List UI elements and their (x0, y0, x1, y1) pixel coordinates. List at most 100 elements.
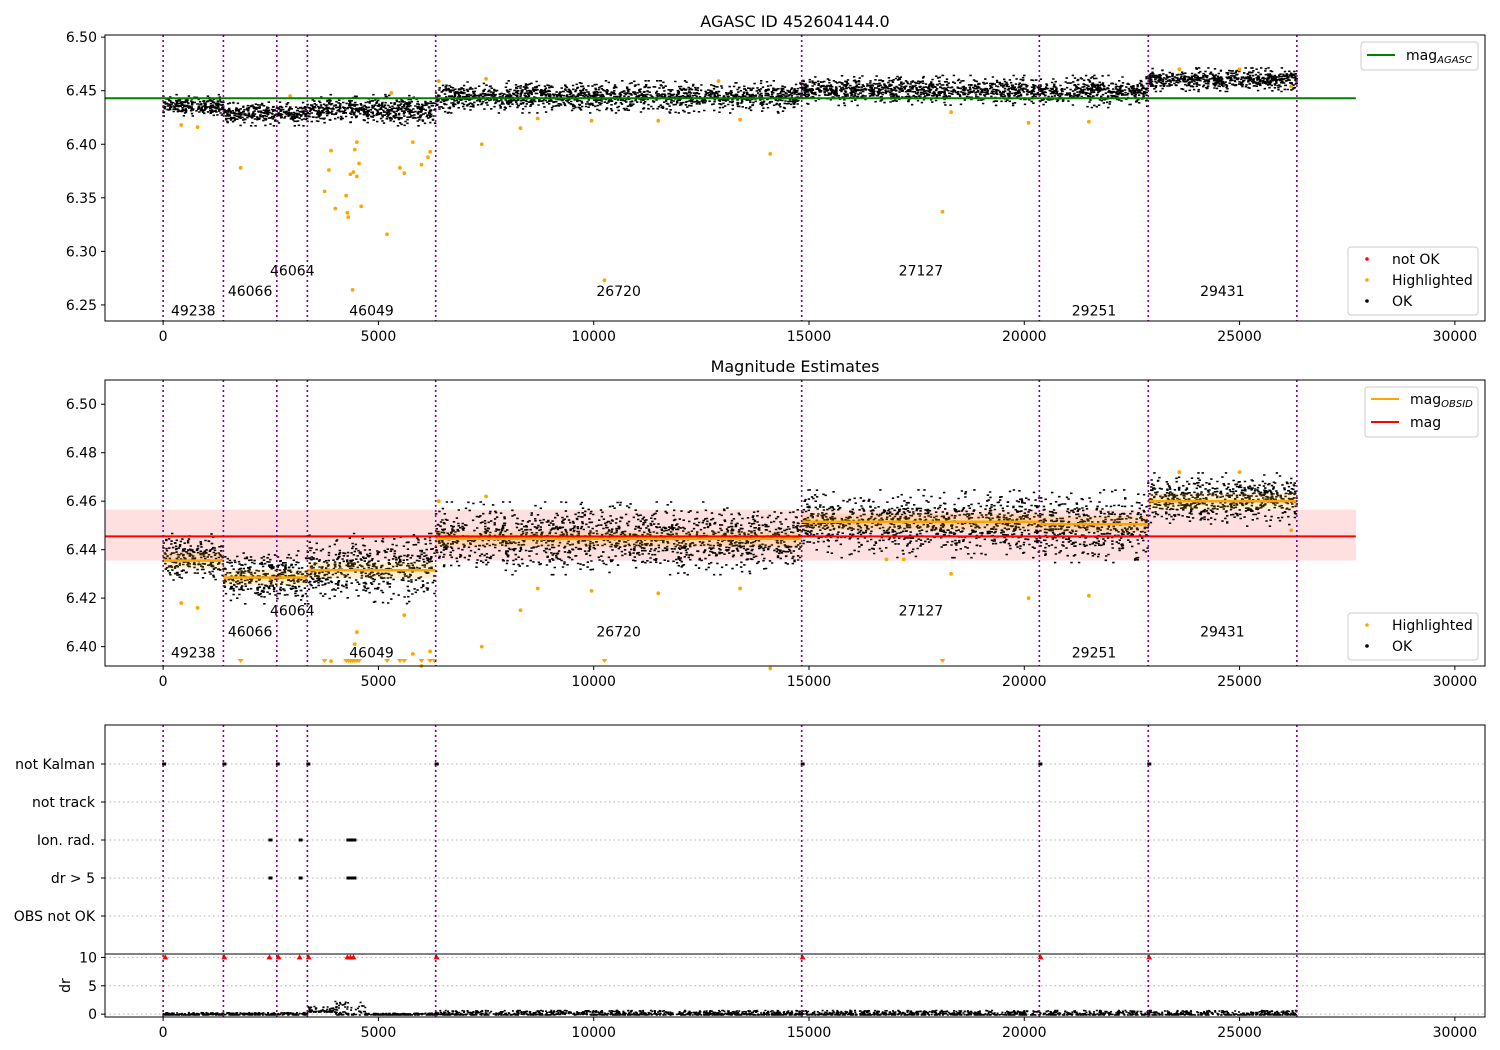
panel1-x-axis: 0 5000 10000 15000 20000 25000 30000 (159, 321, 1477, 345)
ok-points-segment (800, 74, 1041, 107)
dr-clipped-marker (1146, 954, 1153, 960)
obsid-label: 46064 (270, 264, 315, 280)
y-tick-label: 6.40 (66, 640, 97, 656)
highlighted-point (179, 601, 184, 605)
panel2-x-axis: 0 5000 10000 15000 20000 25000 30000 (159, 666, 1477, 690)
highlighted-point (738, 117, 743, 122)
legend-frame (1347, 246, 1479, 316)
highlighted-point (329, 148, 333, 153)
flag-point (800, 762, 805, 766)
below-range-marker (427, 659, 434, 663)
highlighted-point (1026, 120, 1031, 125)
x-tick-label: 15000 (787, 329, 832, 345)
highlighted-point (1026, 596, 1031, 601)
highlighted-point (398, 165, 402, 170)
x-tick-label: 25000 (1217, 329, 1262, 345)
highlighted-point (535, 586, 540, 591)
highlighted-point (426, 155, 430, 160)
obsid-label: 29251 (1072, 646, 1117, 662)
x-tick-label: 25000 (1217, 674, 1262, 690)
x-tick-label: 5000 (361, 1025, 397, 1041)
flag-row-label: not track (32, 795, 96, 811)
flag-point (268, 876, 273, 880)
x-tick-label: 5000 (361, 329, 397, 345)
panel1-y-axis: 6.25 6.30 6.35 6.40 6.45 6.50 (66, 30, 105, 314)
panel1-title: AGASC ID 452604144.0 (700, 12, 889, 31)
panel1-frame (104, 34, 1486, 322)
highlighted-point (884, 557, 889, 562)
obsid-label: 46064 (270, 603, 315, 619)
dr-clipped-marker (799, 954, 806, 960)
y-tick-label: 6.45 (66, 84, 97, 100)
highlighted-point (410, 651, 415, 656)
highlighted-point (768, 666, 773, 671)
dr-points-segment (162, 1011, 309, 1016)
highlighted-point (436, 79, 441, 83)
legend-label: OK (1392, 294, 1413, 310)
panel2-data: 49238 46066 46064 46049 26720 27127 29251 29431 (105, 470, 1356, 671)
highlighted-point (344, 193, 349, 198)
below-range-marker (384, 659, 391, 663)
flag-point (1147, 762, 1152, 766)
x-tick-label: 25000 (1217, 1025, 1262, 1041)
flag-point (162, 762, 167, 766)
ok-points-segment (306, 532, 436, 605)
dr-axis-label: dr (58, 978, 74, 993)
flag-point (352, 838, 357, 842)
dr-clipped-marker (266, 954, 273, 960)
panel2-frame (104, 379, 1486, 667)
below-range-marker (401, 659, 408, 663)
below-range-marker (321, 659, 328, 663)
below-range-marker (601, 659, 608, 663)
highlighted-point (357, 161, 361, 166)
panel2-legend-lower: Highlighted OK (1347, 612, 1479, 661)
x-tick-label: 10000 (571, 1025, 616, 1041)
legend-marker (1365, 278, 1369, 282)
obsid-label: 49238 (171, 646, 216, 662)
highlighted-point (410, 140, 415, 145)
highlighted-point (602, 278, 607, 283)
flag-point (298, 876, 303, 880)
highlighted-point (716, 79, 721, 83)
ok-points-segment (434, 80, 803, 114)
y-tick-label: 5 (88, 979, 97, 995)
highlighted-point (195, 605, 200, 610)
highlighted-point (1289, 528, 1294, 533)
y-tick-label: 6.40 (66, 137, 97, 153)
legend-frame (1347, 612, 1479, 661)
y-tick-label: 6.50 (66, 30, 97, 46)
x-tick-label: 30000 (1433, 329, 1478, 345)
highlighted-point (385, 232, 389, 237)
highlighted-point (940, 209, 945, 214)
highlighted-point (351, 170, 356, 175)
flag-point (268, 838, 273, 842)
flag-point (349, 838, 354, 842)
below-range-marker (418, 659, 425, 663)
flag-row-label: OBS not OK (14, 909, 96, 925)
dr-points-segment (306, 1005, 336, 1013)
y-tick-label: 6.46 (66, 494, 97, 510)
highlighted-point (589, 588, 594, 593)
dr-points-segment (334, 1000, 367, 1016)
highlighted-point (738, 586, 743, 591)
highlighted-point (329, 659, 333, 664)
x-tick-label: 5000 (361, 674, 397, 690)
highlighted-point (1177, 67, 1182, 72)
flag-point (352, 876, 357, 880)
ok-points-segment (1147, 67, 1298, 93)
highlighted-point (479, 644, 484, 649)
highlighted-point (327, 168, 331, 172)
y-tick-label: 6.25 (66, 298, 97, 314)
x-tick-label: 0 (159, 329, 168, 345)
legend-label: Highlighted (1392, 273, 1473, 289)
dr-clipped-marker (305, 954, 312, 960)
obsid-label: 27127 (899, 603, 944, 619)
y-tick-label: 6.30 (66, 244, 97, 260)
ok-points-segment (1038, 74, 1149, 109)
legend-marker (1365, 299, 1369, 303)
panel3-x-axis: 0 5000 10000 15000 20000 25000 30000 (159, 1017, 1477, 1041)
x-tick-label: 10000 (571, 674, 616, 690)
highlighted-point (238, 165, 243, 170)
